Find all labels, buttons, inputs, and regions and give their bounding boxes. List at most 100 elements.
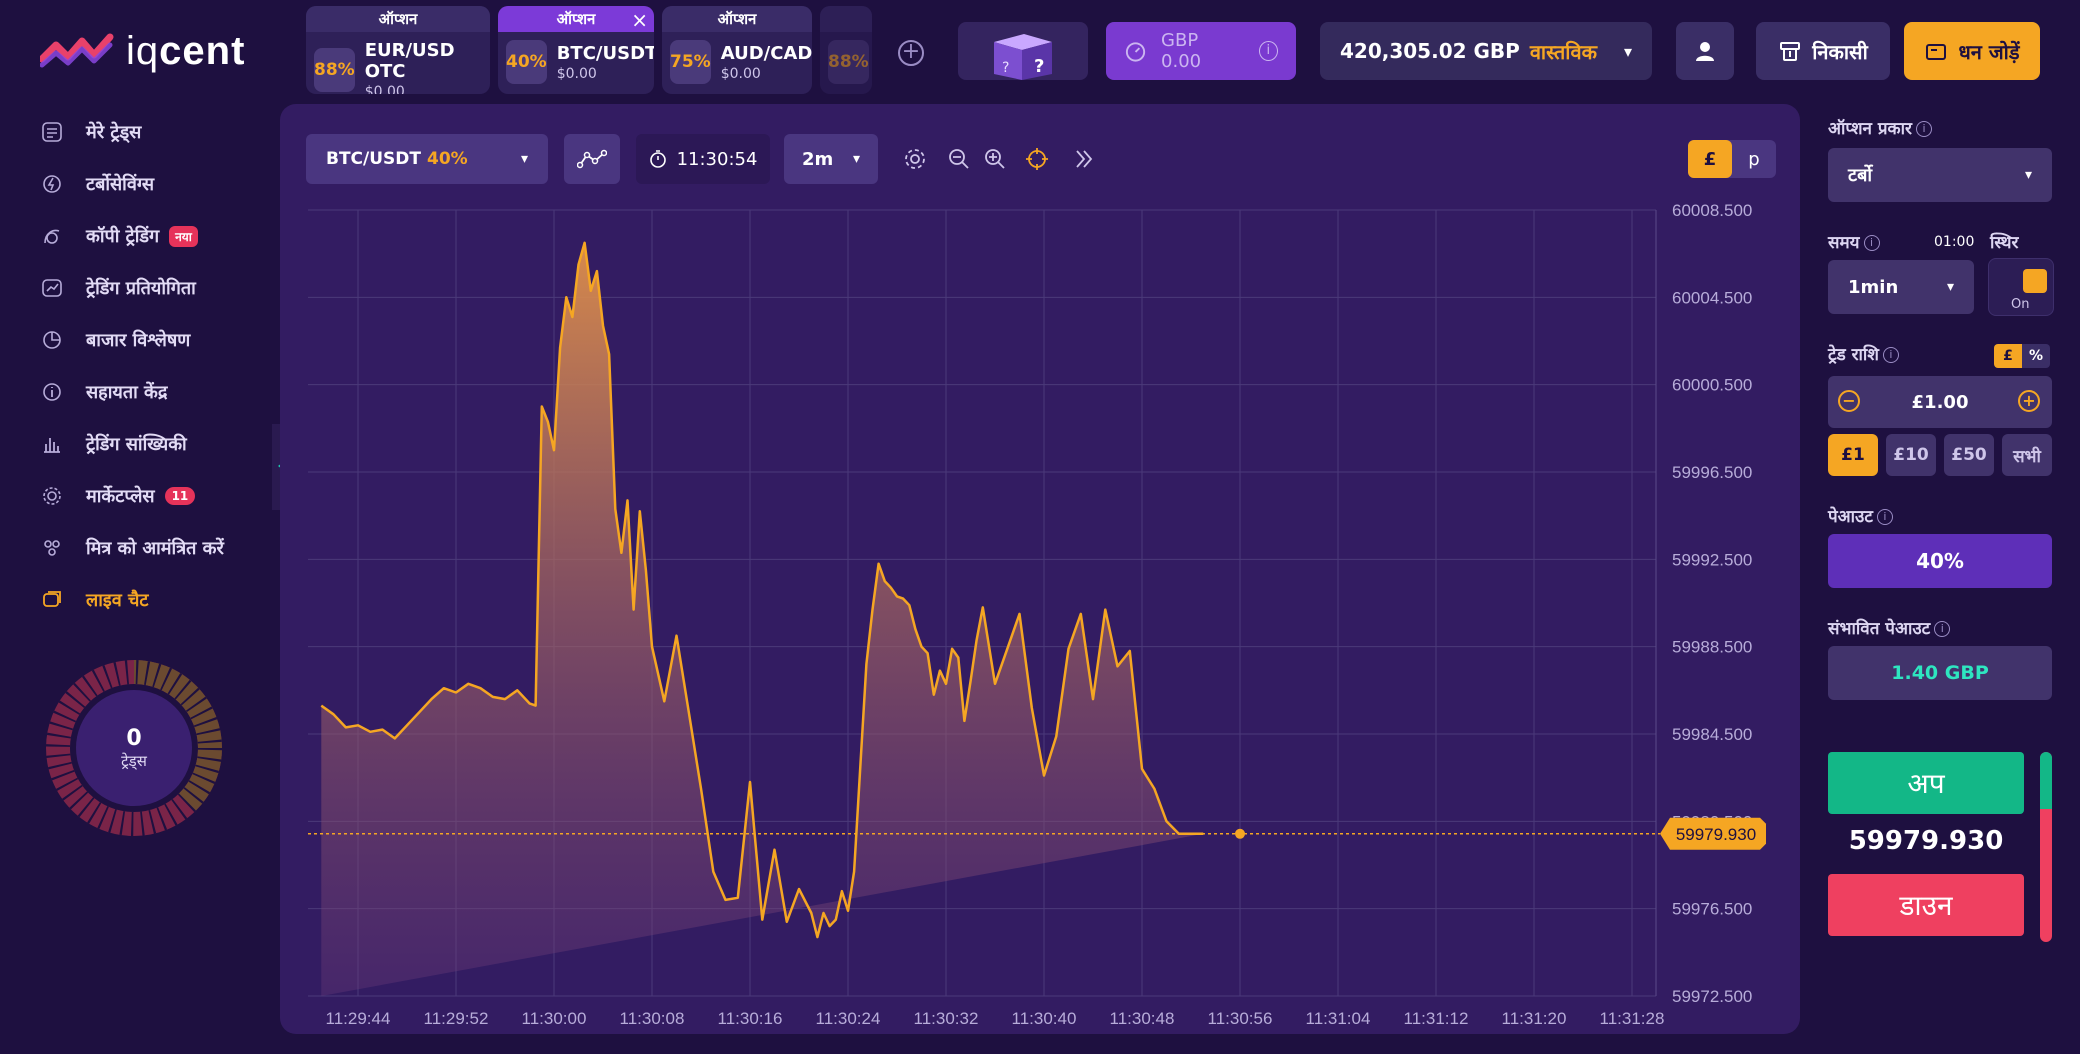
y-tick-label: 60008.500 (1672, 201, 1752, 220)
sidebar-item-label: ट्रेडिंग सांख्यिकी (86, 434, 187, 455)
sidebar-item-market-analysis[interactable]: बाजार विश्लेषण (40, 314, 270, 366)
crosshair-icon[interactable] (1024, 146, 1050, 172)
asset-pair-dropdown[interactable]: BTC/USDT 40% ▾ (306, 134, 548, 184)
increase-amount-icon[interactable]: + (2018, 390, 2040, 412)
svg-text:?: ? (1002, 60, 1009, 76)
currency-toggle[interactable]: £ p (1688, 140, 1776, 178)
withdraw-button[interactable]: निकासी (1756, 22, 1890, 80)
price-area-fill (321, 242, 1204, 997)
pair-payout: 40% (427, 149, 468, 169)
sidebar-item-turbo-savings[interactable]: टर्बोसेविंग्स (40, 158, 270, 210)
x-tick-label: 11:30:16 (718, 1009, 783, 1028)
potential-payout-label: संभावित पेआउट i (1828, 616, 1951, 639)
bonus-balance[interactable]: GBP 0.00 i (1106, 22, 1296, 80)
zoom-in-icon[interactable] (982, 146, 1008, 172)
settings-icon[interactable] (902, 146, 928, 172)
sidebar-item-label: मेरे ट्रेड्स (86, 122, 142, 143)
trades-donut-chart (46, 660, 222, 836)
quick-amount-10[interactable]: £10 (1886, 434, 1936, 476)
sidebar-item-label: ट्रेडिंग प्रतियोगिता (86, 278, 196, 299)
sidebar-item-marketplace[interactable]: मार्केटप्लेस 11 (40, 470, 270, 522)
logo-mark-icon (40, 33, 114, 68)
decrease-amount-icon[interactable]: − (1838, 390, 1860, 412)
info-icon[interactable]: i (1863, 235, 1880, 251)
x-tick-label: 11:29:52 (424, 1009, 489, 1028)
sidebar-item-competition[interactable]: ट्रेडिंग प्रतियोगिता (40, 262, 270, 314)
quick-amount-all[interactable]: सभी (2002, 434, 2052, 476)
user-icon (1696, 42, 1714, 61)
y-tick-label: 59976.500 (1672, 900, 1752, 919)
price-chart[interactable]: 60008.500 60004.500 60000.500 59996.500 5999… (300, 200, 1780, 1030)
add-tab-icon[interactable]: + (898, 40, 924, 66)
asset-tab-head: ऑप्शन (498, 6, 654, 32)
indicators-icon (577, 149, 607, 169)
asset-tab-audcad[interactable]: ऑप्शन 75% AUD/CAD $0.00 (662, 6, 812, 94)
time-dropdown[interactable]: 1min ▾ (1828, 260, 1974, 314)
profile-button[interactable] (1676, 22, 1734, 80)
asset-tab-eurusd[interactable]: ऑप्शन 88% EUR/USD OTC $0.00 (306, 6, 490, 94)
payout-label: पेआउट i (1828, 504, 1893, 527)
zoom-out-icon[interactable] (946, 146, 972, 172)
sidebar-item-label: बाजार विश्लेषण (86, 330, 191, 351)
info-icon[interactable]: i (1876, 509, 1893, 525)
asset-payout: 75% (670, 40, 711, 84)
sidebar-item-label: सहायता केंद्र (86, 382, 168, 403)
marketplace-icon (40, 484, 64, 508)
mystery-box-button[interactable]: ? ? (958, 22, 1088, 80)
x-tick-label: 11:31:20 (1502, 1009, 1567, 1028)
bonus-amount: GBP 0.00 (1161, 30, 1202, 72)
sidebar-item-label: टर्बोसेविंग्स (86, 174, 155, 195)
time-label: समय i (1828, 230, 1880, 253)
indicators-button[interactable] (564, 134, 620, 184)
currency-pound-option[interactable]: £ (1688, 140, 1732, 178)
y-tick-label: 59992.500 (1672, 550, 1752, 569)
logo[interactable]: iqcent (40, 26, 260, 76)
up-button[interactable]: अप (1828, 752, 2024, 814)
withdraw-icon (1780, 42, 1801, 61)
trades-count-display: 0 ट्रेड्स (76, 690, 192, 806)
sidebar-item-copy-trading[interactable]: कॉपी ट्रेडिंग नया (40, 210, 270, 262)
amount-mode-percent[interactable]: % (2022, 344, 2050, 368)
option-type-label: ऑप्शन प्रकार i (1828, 116, 1932, 139)
currency-pence-option[interactable]: p (1748, 148, 1760, 170)
sidebar-item-help-center[interactable]: सहायता केंद्र (40, 366, 270, 418)
quick-amount-1[interactable]: £1 (1828, 434, 1878, 476)
sidebar-item-trading-stats[interactable]: ट्रेडिंग सांख्यिकी (40, 418, 270, 470)
info-icon[interactable]: i (1915, 121, 1932, 137)
chevron-down-icon: ▾ (520, 151, 528, 167)
option-type-dropdown[interactable]: टर्बो ▾ (1828, 148, 2052, 202)
chevron-down-icon: ▾ (1623, 41, 1632, 61)
fixed-label: स्थिर (1990, 233, 2019, 253)
new-badge: नया (169, 225, 198, 247)
asset-tab-btcusdt[interactable]: ऑप्शन × 40% BTC/USDT $0.00 (498, 6, 654, 94)
trade-amount-input[interactable]: £1.00 (1828, 376, 2052, 428)
trades-count-label: ट्रेड्स (121, 751, 147, 770)
sidebar-item-live-chat[interactable]: लाइव चैट (40, 574, 270, 626)
amount-mode-currency[interactable]: £ (1994, 344, 2022, 368)
x-tick-label: 11:30:24 (816, 1009, 881, 1028)
account-balance-dropdown[interactable]: 420,305.02 GBP वास्तविक ▾ (1320, 22, 1652, 80)
asset-tab-head (820, 6, 872, 32)
stats-icon (40, 432, 64, 456)
close-tab-icon[interactable]: × (631, 8, 648, 32)
x-tick-label: 11:30:00 (522, 1009, 587, 1028)
timeframe-dropdown[interactable]: 2m ▾ (784, 134, 878, 184)
info-icon[interactable]: i (1934, 621, 1951, 637)
down-button[interactable]: डाउन (1828, 874, 2024, 936)
pair-name: BTC/USDT (326, 149, 421, 169)
amount-mode-toggle[interactable]: £ % (1994, 344, 2050, 368)
x-tick-label: 11:31:28 (1600, 1009, 1665, 1028)
price-line (320, 241, 1204, 939)
info-icon[interactable]: i (1882, 347, 1899, 363)
quick-amount-50[interactable]: £50 (1944, 434, 1994, 476)
option-type-value: टर्बो (1848, 165, 1873, 186)
asset-tab-partial[interactable]: 88% (820, 6, 872, 94)
deposit-button[interactable]: धन जोड़ें (1904, 22, 2040, 80)
fixed-time-toggle[interactable]: On (1988, 258, 2054, 316)
sidebar-item-label: मार्केटप्लेस (86, 486, 155, 507)
sidebar-item-label: मित्र को आमंत्रित करें (86, 538, 224, 559)
sidebar-item-my-trades[interactable]: मेरे ट्रेड्स (40, 106, 270, 158)
sidebar-item-invite-friends[interactable]: मित्र को आमंत्रित करें (40, 522, 270, 574)
info-icon[interactable]: i (1258, 41, 1278, 61)
scroll-to-latest-icon[interactable] (1072, 146, 1098, 172)
